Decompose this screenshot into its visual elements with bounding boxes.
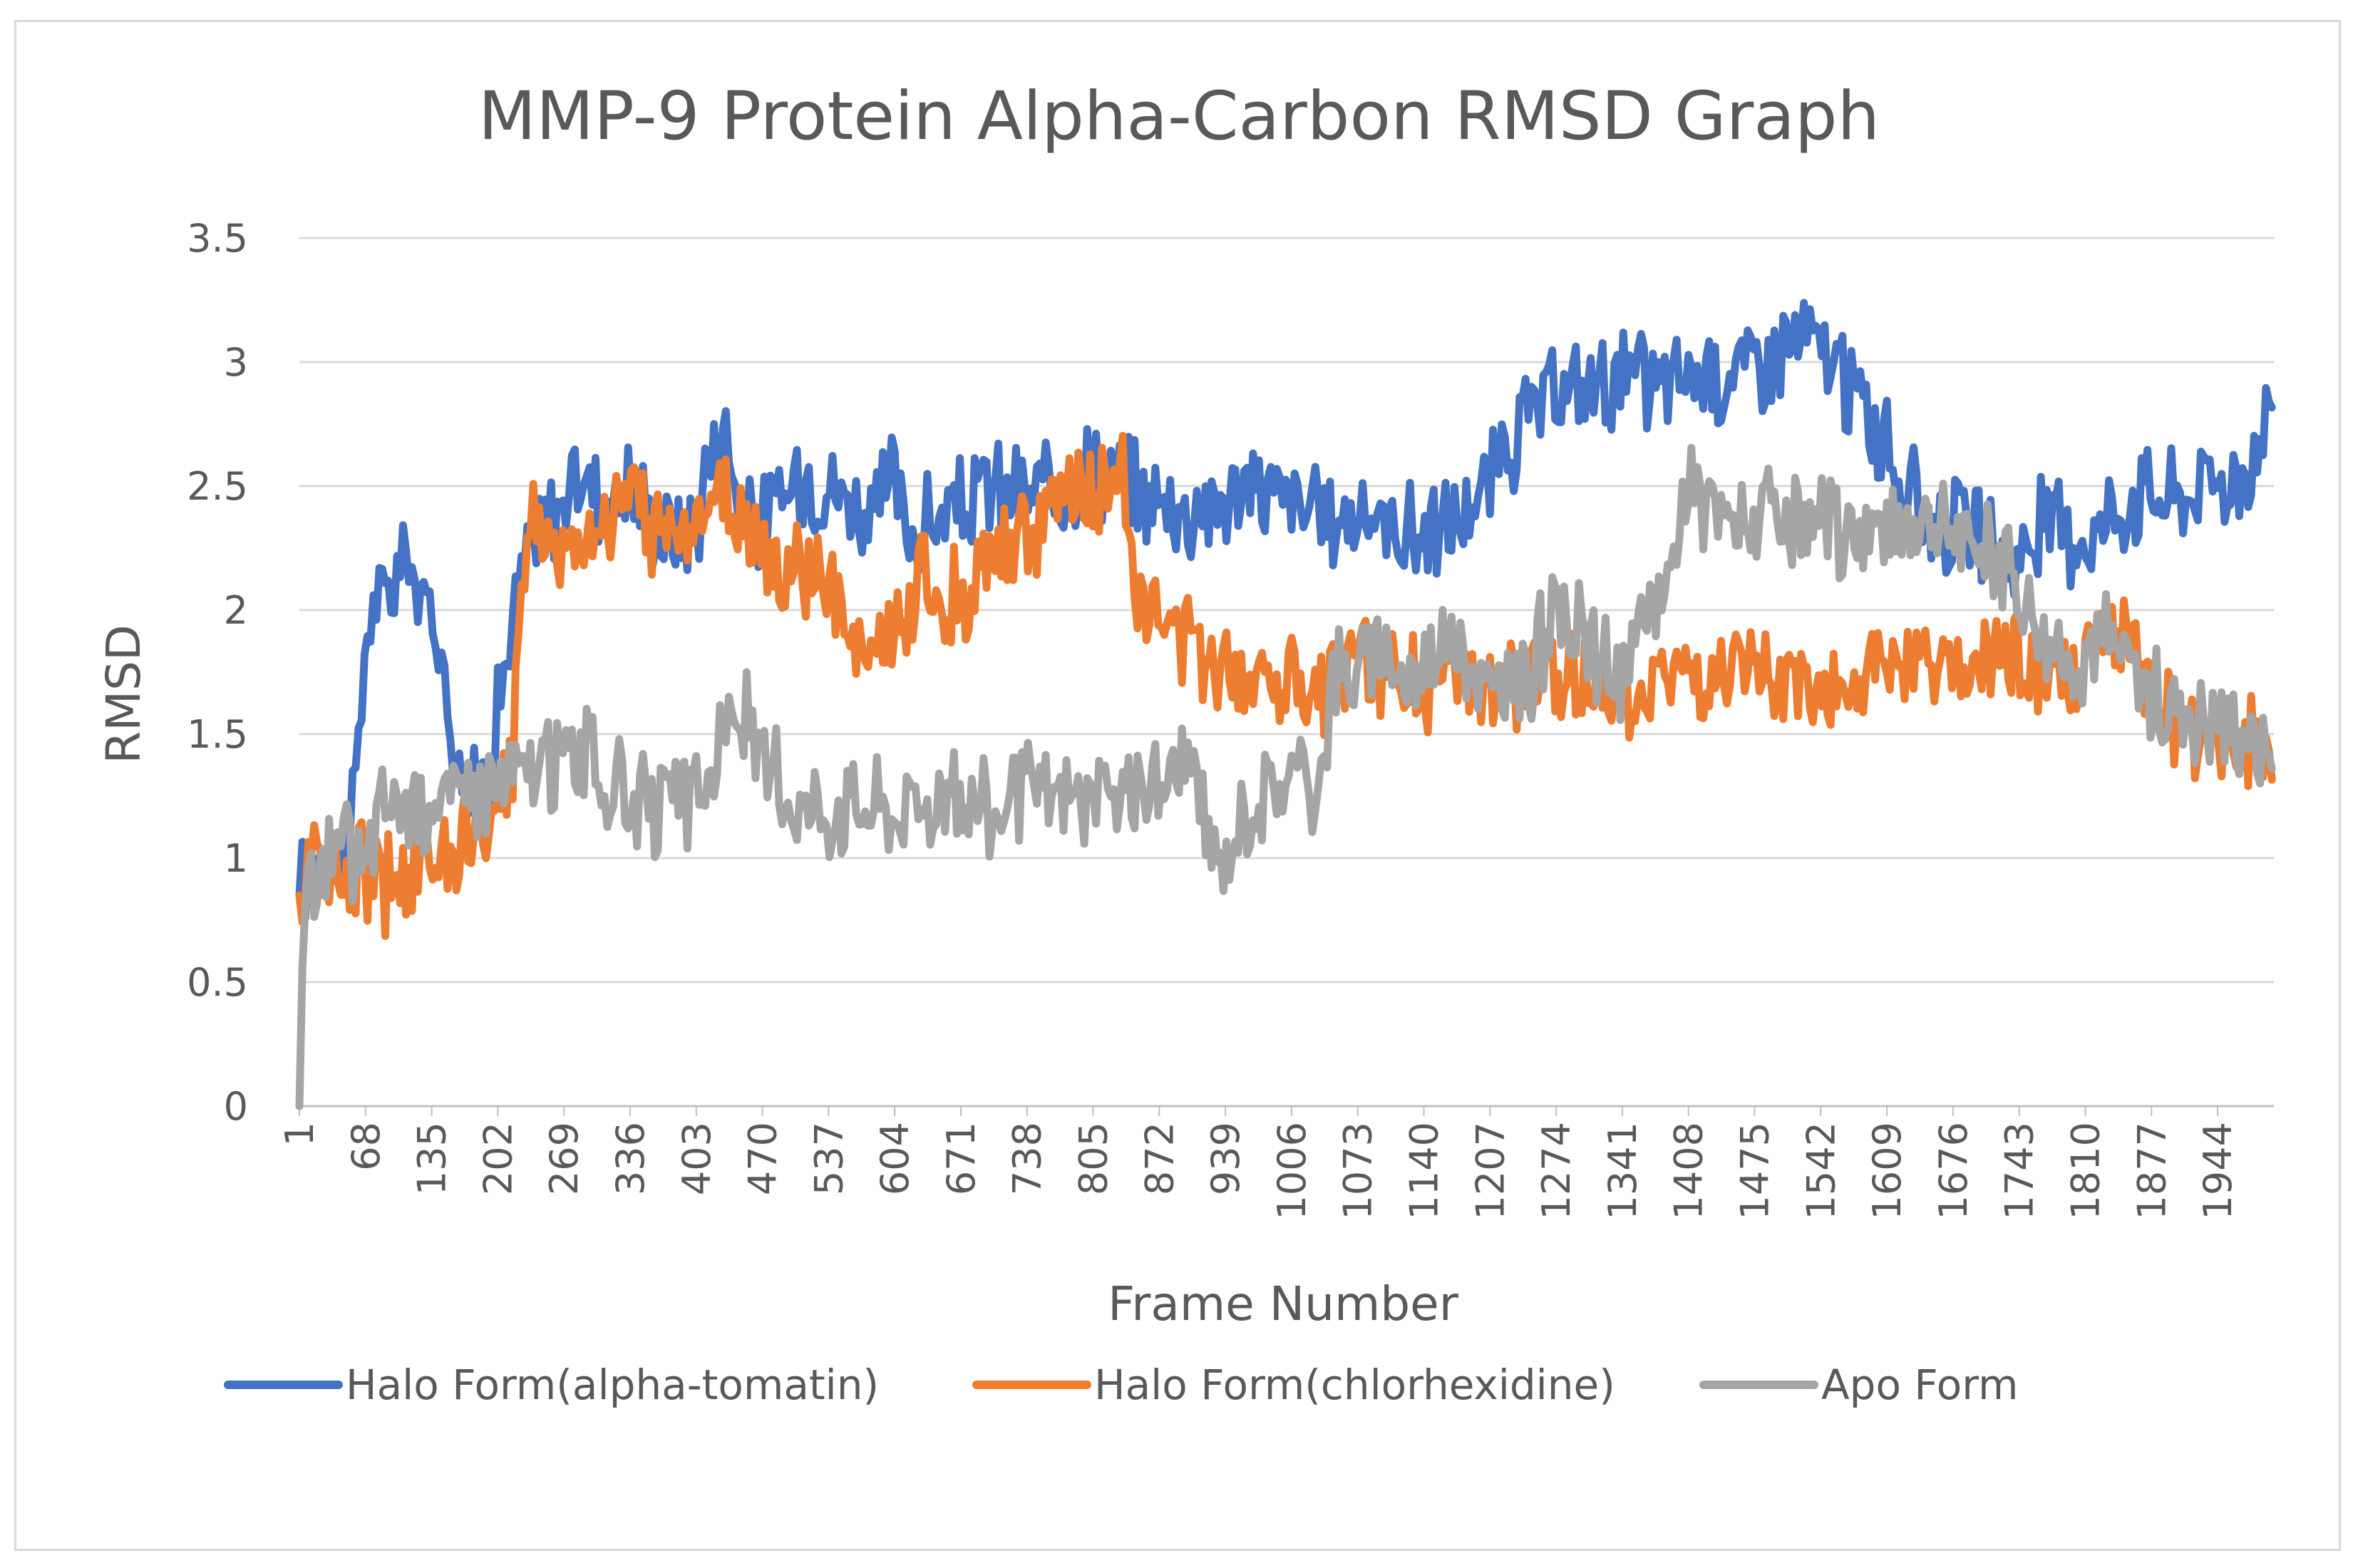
x-axis-ticks: 1 68 135 202 269 336 403 470 537 604 671 738 805 872 9… — [277, 1106, 2240, 1219]
x-tick-label: 738 — [1005, 1122, 1050, 1195]
x-tick-label: 403 — [674, 1122, 719, 1195]
legend-label-0: Halo Form(alpha-tomatin) — [346, 1361, 879, 1409]
x-tick-label: 1408 — [1667, 1122, 1711, 1219]
y-tick-label: 1 — [224, 836, 248, 881]
x-tick-label: 1743 — [1997, 1122, 2042, 1219]
x-tick-label: 1073 — [1336, 1122, 1381, 1219]
x-tick-label: 1 — [277, 1122, 322, 1146]
x-tick-label: 336 — [608, 1122, 653, 1195]
x-tick-label: 939 — [1203, 1122, 1248, 1195]
series-line-1 — [295, 432, 2276, 940]
x-tick-label: 1542 — [1798, 1122, 1843, 1219]
x-tick-label: 135 — [410, 1122, 455, 1195]
x-tick-label: 671 — [939, 1122, 984, 1195]
x-tick-label: 269 — [542, 1122, 587, 1195]
x-tick-label: 1944 — [2195, 1122, 2240, 1219]
x-tick-label: 1274 — [1534, 1122, 1579, 1219]
y-tick-label: 3 — [224, 340, 248, 385]
x-axis-title: Frame Number — [1108, 1276, 1459, 1331]
x-tick-label: 1006 — [1270, 1122, 1314, 1219]
x-tick-label: 604 — [872, 1122, 917, 1195]
y-tick-label: 1.5 — [187, 712, 248, 757]
x-tick-label: 1475 — [1732, 1122, 1777, 1219]
x-tick-label: 1609 — [1865, 1122, 1910, 1219]
x-tick-label: 68 — [344, 1122, 388, 1171]
x-tick-label: 1877 — [2129, 1122, 2174, 1219]
x-tick-label: 537 — [806, 1122, 851, 1195]
x-tick-label: 1140 — [1402, 1122, 1447, 1219]
x-tick-label: 1341 — [1600, 1122, 1645, 1219]
y-axis-ticks: 0 0.5 1 1.5 2 2.5 3 3.5 — [187, 216, 248, 1129]
y-tick-label: 2 — [224, 588, 248, 633]
x-tick-label: 470 — [741, 1122, 786, 1195]
legend: Halo Form(alpha-tomatin) Halo Form(chlorh… — [224, 1361, 2019, 1409]
x-tick-label: 1207 — [1468, 1122, 1513, 1219]
y-tick-label: 0 — [224, 1084, 248, 1129]
y-tick-label: 0.5 — [187, 960, 248, 1005]
series-line-2 — [295, 443, 2276, 1110]
series-lines — [295, 299, 2276, 1110]
legend-label-2: Apo Form — [1821, 1361, 2019, 1409]
legend-label-1: Halo Form(chlorhexidine) — [1094, 1361, 1615, 1409]
chart-title: MMP-9 Protein Alpha-Carbon RMSD Graph — [478, 78, 1880, 155]
x-tick-label: 1810 — [2063, 1122, 2108, 1219]
y-tick-label: 3.5 — [187, 216, 248, 261]
x-tick-label: 1676 — [1931, 1122, 1976, 1219]
y-axis-title: RMSD — [96, 624, 151, 764]
y-tick-label: 2.5 — [187, 464, 248, 509]
x-tick-label: 202 — [475, 1122, 520, 1195]
x-tick-label: 872 — [1137, 1122, 1182, 1195]
x-tick-label: 805 — [1071, 1122, 1116, 1195]
